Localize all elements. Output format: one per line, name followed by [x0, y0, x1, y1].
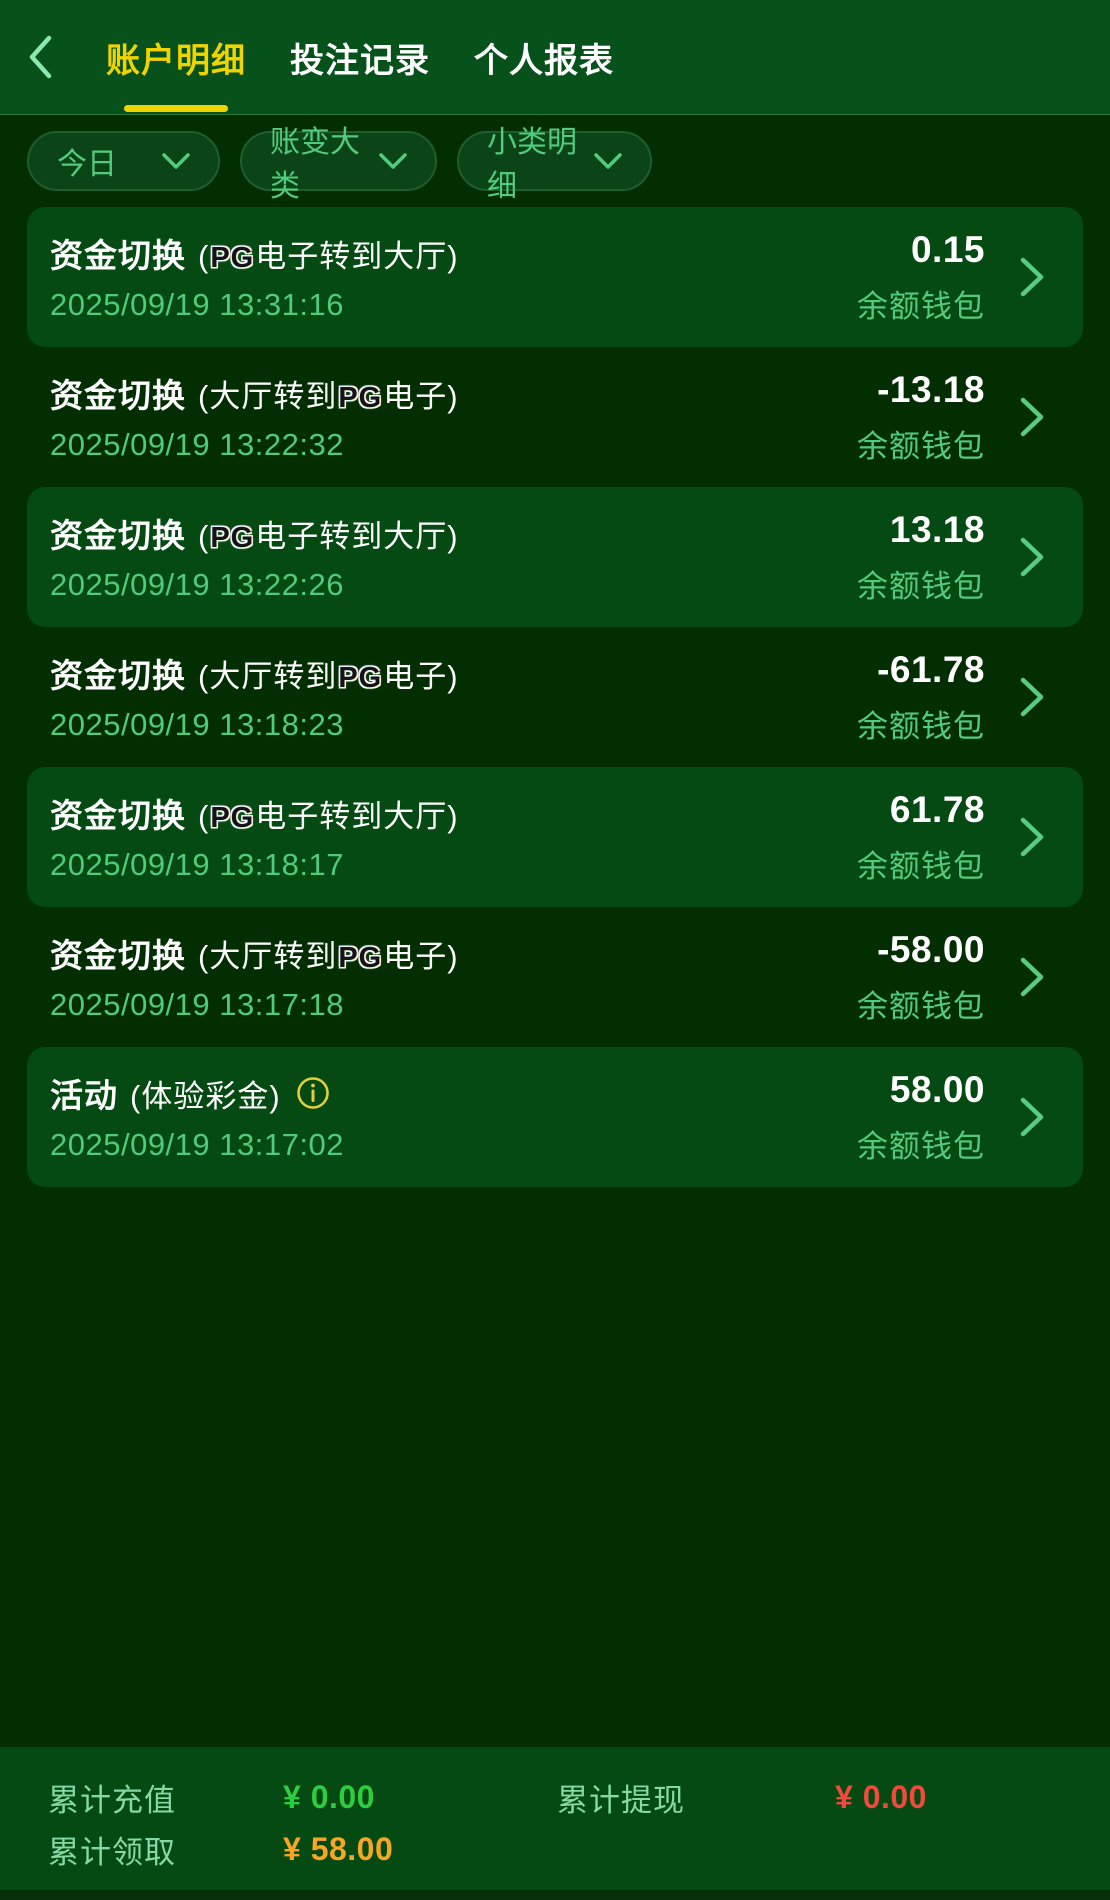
- transaction-row[interactable]: 活动 (体验彩金) 2025/09/19 13:17:02 58.00 余额钱包: [27, 1047, 1083, 1187]
- transaction-type: 资金切换: [50, 517, 186, 554]
- filter-subcategory-dropdown[interactable]: 小类明细: [457, 126, 652, 203]
- transaction-row[interactable]: 资金切换 (PG电子转到大厅) 2025/09/19 13:31:16 0.15…: [27, 207, 1083, 347]
- filter-category-dropdown[interactable]: 账变大类: [240, 126, 437, 203]
- transaction-amount: 61.78: [889, 788, 985, 830]
- transaction-wallet: 余额钱包: [857, 988, 985, 1024]
- transaction-type: 资金切换: [50, 797, 186, 834]
- transaction-detail: (PG电子转到大厅): [198, 238, 459, 274]
- transaction-row[interactable]: 资金切换 (PG电子转到大厅) 2025/09/19 13:18:17 61.7…: [27, 767, 1083, 907]
- transaction-datetime: 2025/09/19 13:22:32: [50, 427, 344, 462]
- transaction-datetime: 2025/09/19 13:17:02: [50, 1127, 344, 1162]
- transaction-amount: 58.00: [889, 1068, 985, 1110]
- transaction-row[interactable]: 资金切换 (大厅转到PG电子) 2025/09/19 13:17:18 -58.…: [27, 907, 1083, 1047]
- transaction-type: 资金切换: [50, 657, 186, 694]
- transaction-detail: (大厅转到PG电子): [198, 658, 459, 694]
- pg-brand-logo: PG: [338, 941, 383, 974]
- transaction-wallet: 余额钱包: [857, 708, 985, 744]
- transaction-datetime: 2025/09/19 13:18:17: [50, 847, 344, 882]
- filter-date-dropdown[interactable]: 今日: [27, 131, 220, 191]
- total-withdraw-label: 累计提现: [557, 1782, 685, 1818]
- transaction-detail: (PG电子转到大厅): [198, 798, 459, 834]
- transaction-type: 资金切换: [50, 237, 186, 274]
- total-claimed-value: ¥ 58.00: [283, 1830, 394, 1867]
- pg-brand-logo: PG: [338, 381, 383, 414]
- tab-bet-records[interactable]: 投注记录: [290, 41, 430, 80]
- transaction-row[interactable]: 资金切换 (大厅转到PG电子) 2025/09/19 13:22:32 -13.…: [27, 347, 1083, 487]
- pg-brand-logo: PG: [210, 801, 255, 834]
- pg-brand-logo: PG: [338, 661, 383, 694]
- transaction-amount: 13.18: [889, 508, 985, 550]
- chevron-right-icon: [1018, 255, 1048, 299]
- total-deposit-value: ¥ 0.00: [283, 1778, 375, 1815]
- filter-date-label: 今日: [57, 148, 117, 181]
- tab-bar: 账户明细 投注记录 个人报表: [104, 0, 656, 114]
- transaction-detail: (大厅转到PG电子): [198, 938, 459, 974]
- bottom-edge-strip: [0, 1890, 1110, 1900]
- transaction-datetime: 2025/09/19 13:31:16: [50, 287, 344, 322]
- transaction-amount: -61.78: [877, 648, 985, 690]
- chevron-down-icon: [160, 151, 192, 171]
- chevron-right-icon: [1018, 955, 1048, 999]
- transaction-detail: (PG电子转到大厅): [198, 518, 459, 554]
- transaction-datetime: 2025/09/19 13:18:23: [50, 707, 344, 742]
- transaction-type: 资金切换: [50, 377, 186, 414]
- transaction-amount: -13.18: [877, 368, 985, 410]
- chevron-left-icon: [26, 34, 54, 80]
- transaction-datetime: 2025/09/19 13:17:18: [50, 987, 344, 1022]
- info-icon[interactable]: [295, 1075, 331, 1111]
- chevron-right-icon: [1018, 815, 1048, 859]
- chevron-right-icon: [1018, 1095, 1048, 1139]
- chevron-right-icon: [1018, 395, 1048, 439]
- summary-panel: 累计充值 ¥ 0.00 累计提现 ¥ 0.00 累计领取 ¥ 58.00: [0, 1747, 1110, 1890]
- chevron-down-icon: [592, 151, 624, 171]
- filter-category-label: 账变大类: [270, 126, 360, 203]
- transaction-wallet: 余额钱包: [857, 1128, 985, 1164]
- chevron-right-icon: [1018, 675, 1048, 719]
- total-claimed-label: 累计领取: [48, 1834, 176, 1870]
- transaction-detail: (大厅转到PG电子): [198, 378, 459, 414]
- transaction-amount: -58.00: [877, 928, 985, 970]
- transaction-row[interactable]: 资金切换 (大厅转到PG电子) 2025/09/19 13:18:23 -61.…: [27, 627, 1083, 767]
- transaction-datetime: 2025/09/19 13:22:26: [50, 567, 344, 602]
- transaction-type: 资金切换: [50, 937, 186, 974]
- tab-account-details[interactable]: 账户明细: [104, 0, 248, 114]
- transaction-row[interactable]: 资金切换 (PG电子转到大厅) 2025/09/19 13:22:26 13.1…: [27, 487, 1083, 627]
- filter-subcategory-label: 小类明细: [487, 126, 577, 203]
- total-withdraw-value: ¥ 0.00: [835, 1778, 927, 1815]
- transaction-detail: (体验彩金): [130, 1078, 281, 1114]
- chevron-down-icon: [377, 151, 409, 171]
- total-deposit-label: 累计充值: [48, 1782, 176, 1818]
- transaction-wallet: 余额钱包: [857, 848, 985, 884]
- transaction-list: 资金切换 (PG电子转到大厅) 2025/09/19 13:31:16 0.15…: [0, 207, 1110, 1187]
- transaction-type: 活动: [50, 1077, 118, 1114]
- chevron-right-icon: [1018, 535, 1048, 579]
- transaction-wallet: 余额钱包: [857, 568, 985, 604]
- transaction-wallet: 余额钱包: [857, 288, 985, 324]
- empty-area: [0, 1187, 1110, 1747]
- back-button[interactable]: [26, 27, 70, 87]
- pg-brand-logo: PG: [210, 521, 255, 554]
- filter-bar: 今日 账变大类 小类明细: [0, 115, 1110, 207]
- header: 账户明细 投注记录 个人报表: [0, 0, 1110, 115]
- tab-personal-report[interactable]: 个人报表: [474, 41, 614, 80]
- transaction-amount: 0.15: [910, 228, 985, 270]
- pg-brand-logo: PG: [210, 241, 255, 274]
- transaction-wallet: 余额钱包: [857, 428, 985, 464]
